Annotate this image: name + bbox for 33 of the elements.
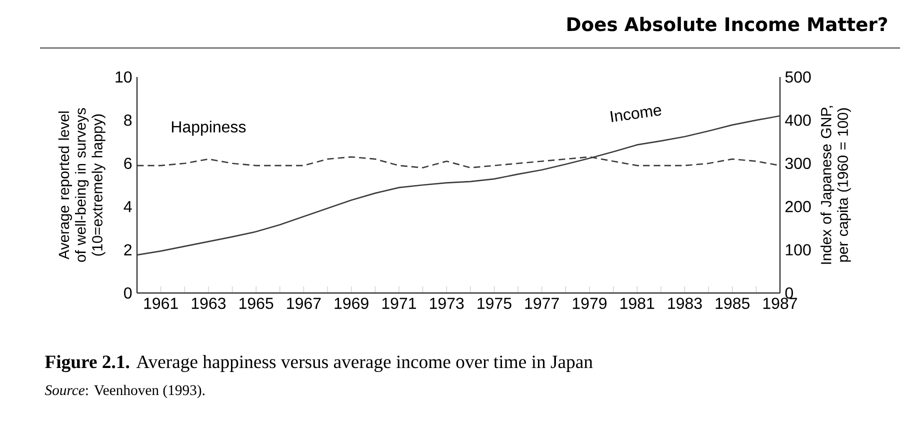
x-tick-label: 1973: [430, 298, 464, 310]
y-tick-label: 6: [124, 158, 132, 170]
x-tick-label: 1971: [382, 298, 416, 310]
x-tick-label: 1987: [763, 298, 797, 310]
y-axis-title: Average reported level of well-being in surveys (10=extremely happy): [58, 108, 106, 262]
x-tick-label: 1969: [334, 298, 368, 310]
y-tick-label: 4: [124, 201, 132, 212]
text: Figure 2.1. Average happiness versus average income over time in Japan: [45, 355, 593, 372]
y2-tick-label: 0: [785, 287, 793, 299]
x-tick-label: 1981: [620, 298, 654, 310]
y2-tick-label: 500: [785, 71, 811, 83]
y-tick-label: 10: [116, 71, 132, 83]
x-tick-label: 1975: [478, 298, 512, 310]
y2-axis-title: Index of Japanese GNP, per capita (1960 = 100): [820, 106, 851, 264]
x-tick-label: 1985: [716, 298, 750, 310]
x-tick-label: 1983: [668, 298, 702, 310]
x-tick-label: 1977: [525, 298, 559, 310]
x-tick-label: 1965: [239, 298, 274, 310]
y-tick-label: 8: [124, 114, 132, 126]
x-tick-label: 1979: [572, 298, 606, 310]
text: Source: Veenhoven (1993).: [44, 384, 204, 398]
x-tick-label: 1961: [144, 298, 178, 310]
x-tick-label: 1967: [287, 298, 321, 310]
y2-tick-label: 200: [785, 200, 811, 212]
y-tick-label: 0: [124, 287, 132, 299]
y-tick-label: 2: [124, 244, 132, 256]
chart-title: Does Absolute Income Matter?: [567, 16, 888, 32]
y2-tick-label: 400: [785, 114, 811, 126]
text: Income: [610, 107, 662, 122]
y2-tick-label: 100: [786, 244, 811, 256]
series-label: Happiness: [172, 120, 246, 136]
y2-tick-label: 300: [785, 158, 811, 170]
x-tick-label: 1963: [192, 298, 226, 310]
